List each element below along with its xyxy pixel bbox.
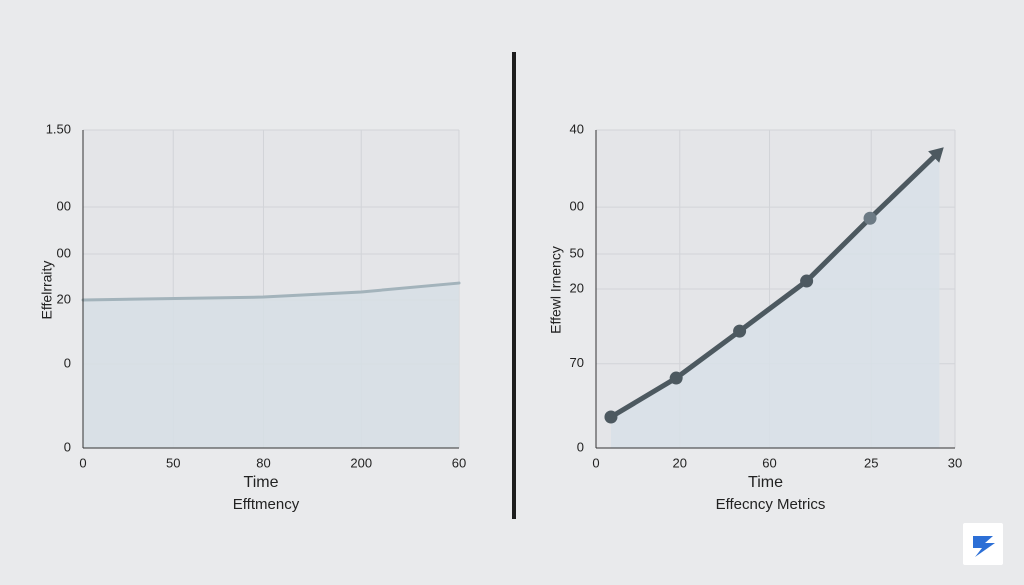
y-axis-label: Effewl Irnency [548, 246, 564, 334]
y-tick-label: 20 [570, 280, 584, 295]
y-tick-label: 70 [570, 355, 584, 370]
y-tick-label: 0 [64, 439, 71, 454]
point [733, 324, 747, 338]
point [669, 371, 683, 385]
point [604, 410, 618, 424]
x-tick-label: 20 [673, 455, 687, 470]
y-tick-label: 40 [570, 121, 584, 136]
x-tick-label: 30 [948, 455, 962, 470]
y-tick-label: 1.50 [46, 121, 71, 136]
caption: Effecncy Metrics [716, 496, 826, 513]
x-axis-label: Time [244, 474, 279, 491]
x-tick-label: 60 [452, 455, 466, 470]
x-tick-label: 0 [79, 455, 86, 470]
x-tick-label: 25 [864, 455, 878, 470]
x-tick-label: 50 [166, 455, 180, 470]
line [81, 281, 461, 302]
caption: Efftmency [233, 496, 300, 513]
y-tick-label: 0 [577, 439, 584, 454]
area [610, 151, 940, 448]
y-tick-label: 00 [57, 245, 71, 260]
arrowhead [928, 147, 944, 163]
logo [963, 523, 1003, 565]
y-tick-label: 0 [64, 355, 71, 370]
x-tick-label: 80 [256, 455, 270, 470]
y-axis-label: Effelrraity [39, 261, 55, 320]
x-tick-label: 60 [762, 455, 776, 470]
y-tick-label: 50 [570, 245, 584, 260]
x-axis-label: Time [748, 474, 783, 491]
point [863, 211, 877, 225]
y-tick-label: 20 [57, 291, 71, 306]
y-tick-label: 00 [57, 198, 71, 213]
line [608, 148, 942, 420]
point [800, 274, 814, 288]
area [83, 283, 459, 448]
x-tick-label: 200 [350, 455, 372, 470]
x-tick-label: 0 [592, 455, 599, 470]
y-tick-label: 00 [570, 199, 584, 214]
